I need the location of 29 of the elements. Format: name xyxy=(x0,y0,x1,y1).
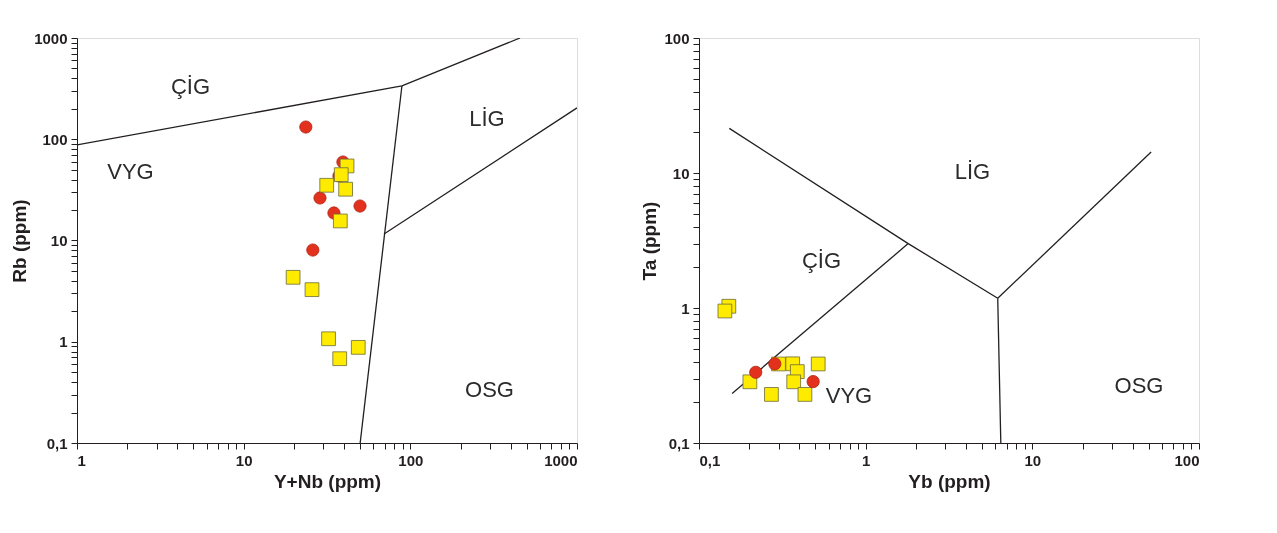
x-tick-label: 0,1 xyxy=(699,451,721,469)
annotation: VYG xyxy=(825,383,873,409)
y-tick-label: 0,1 xyxy=(668,434,690,452)
annotation: OSG xyxy=(1114,373,1164,399)
annotation: LİG xyxy=(954,158,991,184)
x-tick-label: 10 xyxy=(1024,451,1042,469)
annotation: VYG xyxy=(107,158,154,184)
x-tick-label: 100 xyxy=(398,451,424,469)
x-tick-label: 100 xyxy=(1174,451,1200,469)
y-tick-label: 10 xyxy=(50,232,68,249)
y-tick-label: 10 xyxy=(672,164,690,182)
annotation: OSG xyxy=(465,377,514,403)
y-tick-label: 100 xyxy=(664,29,690,47)
y-axis-title: Ta (ppm) xyxy=(639,201,661,281)
x-tick-label: 1000 xyxy=(544,451,578,469)
x-axis-title: Y+Nb (ppm) xyxy=(273,470,382,492)
x-tick-label: 1 xyxy=(77,451,86,469)
x-tick-label: 10 xyxy=(235,451,253,469)
y-axis-title: Rb (ppm) xyxy=(9,199,31,283)
y-tick-label: 100 xyxy=(42,130,68,148)
y-tick-label: 1 xyxy=(59,333,68,351)
annotation: LİG xyxy=(469,106,505,131)
x-axis-title: Yb (ppm) xyxy=(908,470,991,492)
y-tick-label: 1 xyxy=(681,299,690,317)
annotation: ÇİG xyxy=(801,247,842,273)
y-tick-label: 0,1 xyxy=(46,434,68,452)
y-tick-label: 1000 xyxy=(34,29,68,47)
x-tick-label: 1 xyxy=(861,451,871,469)
annotation: ÇİG xyxy=(170,73,211,99)
